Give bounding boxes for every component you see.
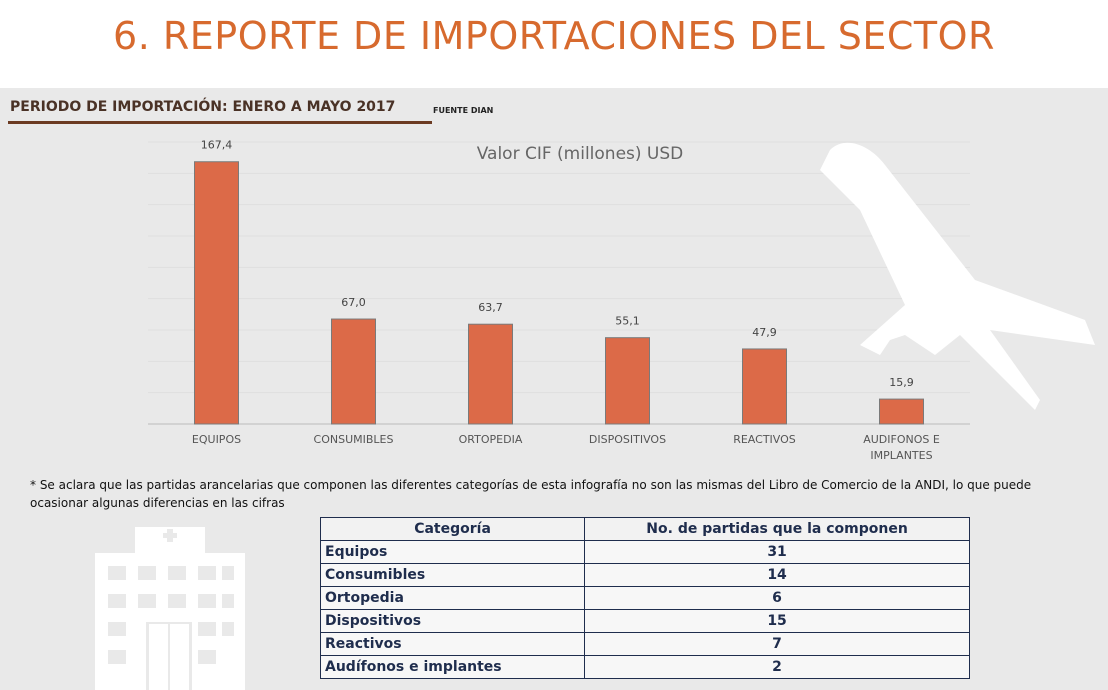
x-tick-label: ORTOPEDIA (431, 432, 551, 448)
x-tick-label: EQUIPOS (157, 432, 277, 448)
count-cell: 7 (585, 633, 970, 656)
category-cell: Ortopedia (321, 587, 585, 610)
count-cell: 31 (585, 541, 970, 564)
value-label: 67,0 (341, 296, 366, 309)
category-cell: Consumibles (321, 564, 585, 587)
value-label: 63,7 (478, 301, 503, 314)
category-cell: Dispositivos (321, 610, 585, 633)
category-cell: Reactivos (321, 633, 585, 656)
bar (606, 338, 650, 424)
count-cell: 6 (585, 587, 970, 610)
bar (743, 349, 787, 424)
bar (469, 324, 513, 424)
category-cell: Audífonos e implantes (321, 656, 585, 679)
footnote: * Se aclara que las partidas arancelaria… (30, 476, 1090, 512)
x-tick-label: REACTIVOS (705, 432, 825, 448)
x-tick-label: AUDIFONOS E IMPLANTES (842, 432, 962, 464)
value-label: 15,9 (889, 376, 914, 389)
column-header: Categoría (321, 518, 585, 541)
bar (880, 399, 924, 424)
value-label: 167,4 (201, 139, 233, 152)
value-label: 47,9 (752, 326, 777, 339)
x-tick-label: DISPOSITIVOS (568, 432, 688, 448)
column-header: No. de partidas que la componen (585, 518, 970, 541)
value-label: 55,1 (615, 315, 640, 328)
count-cell: 15 (585, 610, 970, 633)
count-cell: 2 (585, 656, 970, 679)
x-tick-label: CONSUMIBLES (294, 432, 414, 448)
count-cell: 14 (585, 564, 970, 587)
door (170, 624, 189, 690)
slide: 6. REPORTE DE IMPORTACIONES DEL SECTOR P… (0, 0, 1108, 690)
chart-title: Valor CIF (millones) USD (477, 144, 684, 164)
category-cell: Equipos (321, 541, 585, 564)
bar (195, 162, 239, 424)
bar (332, 319, 376, 424)
airplane-body (820, 143, 1095, 410)
door (149, 624, 168, 690)
airplane-icon (820, 143, 1095, 410)
